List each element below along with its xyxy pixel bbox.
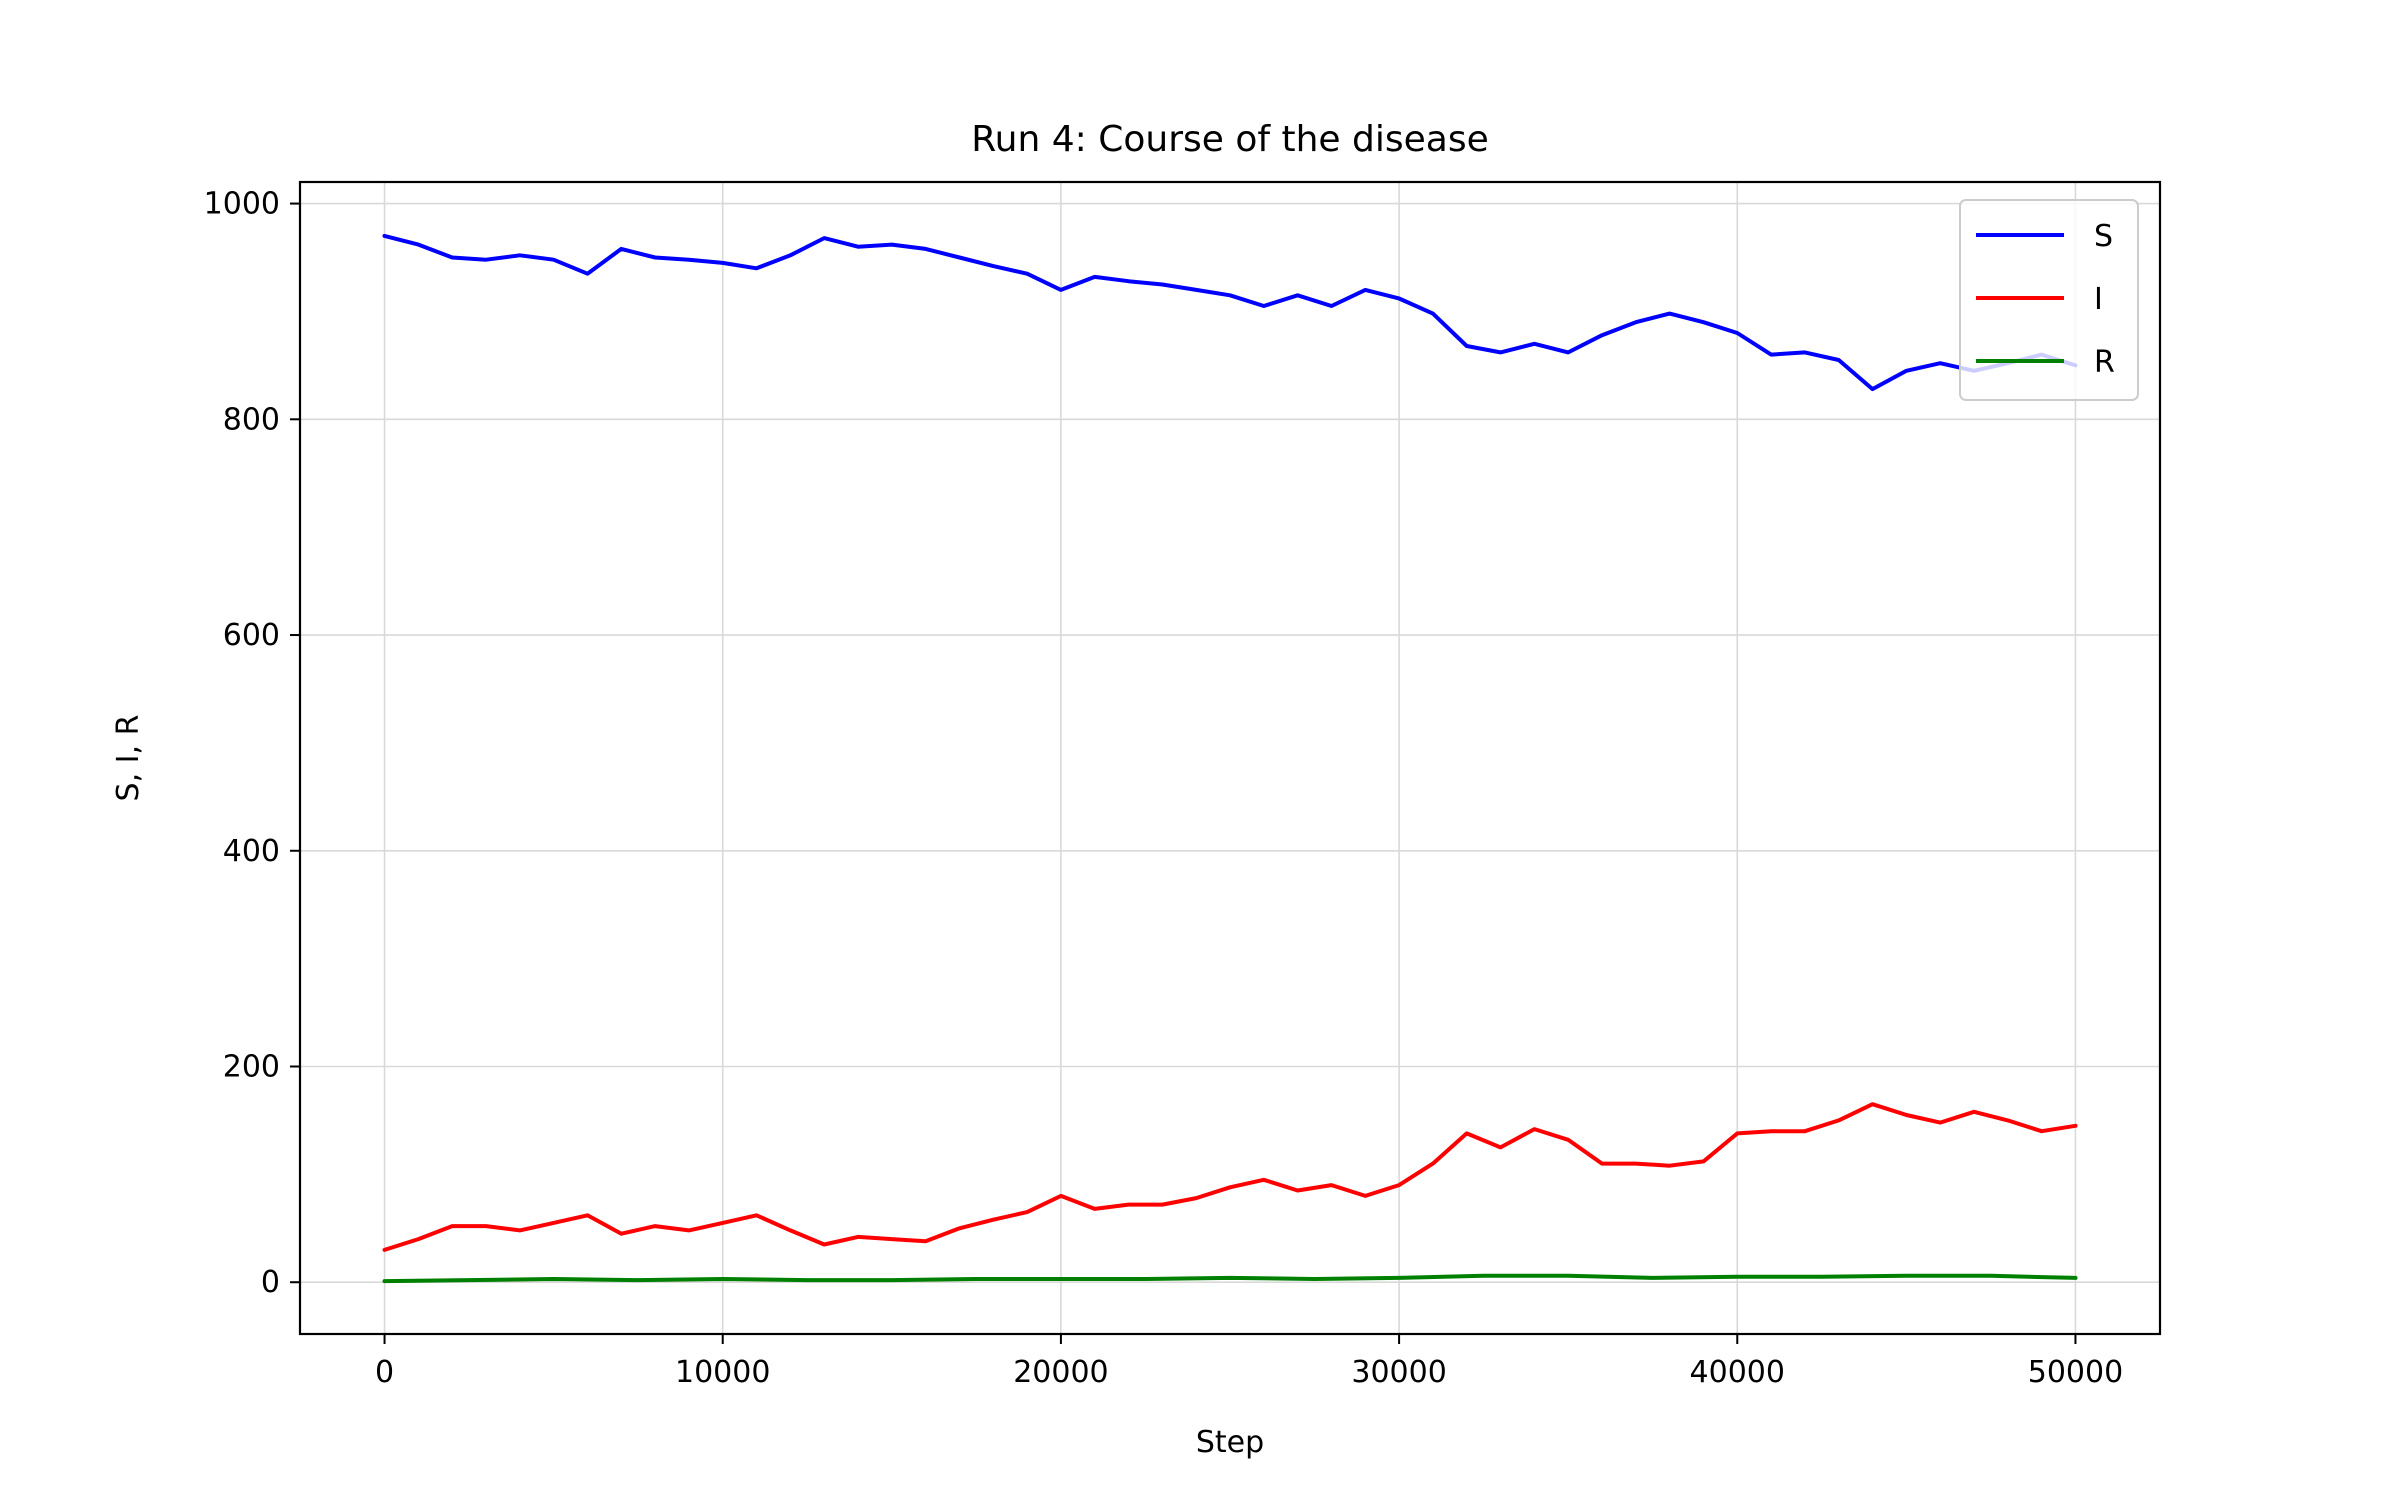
y-tick-label: 400 [223, 834, 280, 869]
x-axis: 0 10000 20000 30000 40000 50000 [375, 1334, 2123, 1390]
x-tick-label: 30000 [1351, 1355, 1446, 1390]
series-line-i [382, 1102, 2078, 1252]
x-tick-label: 20000 [1013, 1355, 1108, 1390]
grid [300, 182, 2160, 1334]
legend: S I R [1959, 199, 2139, 401]
legend-label-i: I [2094, 282, 2103, 317]
x-tick-label: 40000 [1690, 1355, 1785, 1390]
y-tick-label: 600 [223, 618, 280, 653]
x-tick-label: 10000 [675, 1355, 770, 1390]
x-tick-label: 50000 [2028, 1355, 2123, 1390]
y-tick-label: 0 [261, 1265, 280, 1300]
x-axis-label: Step [1196, 1425, 1264, 1460]
y-axis: 0 200 400 600 800 1000 [204, 187, 300, 1300]
x-tick-label: 0 [375, 1355, 394, 1390]
y-tick-label: 200 [223, 1049, 280, 1084]
series-group [382, 233, 2078, 1284]
series-line-s [382, 233, 2078, 392]
y-tick-label: 800 [223, 402, 280, 437]
plot-frame [298, 180, 2162, 1336]
y-axis-label: S, I, R [111, 715, 146, 802]
legend-label-r: R [2094, 345, 2115, 380]
y-tick-label: 1000 [204, 187, 280, 222]
chart-title: Run 4: Course of the disease [971, 119, 1488, 160]
series-line-r [382, 1273, 2078, 1284]
legend-label-s: S [2094, 219, 2113, 254]
